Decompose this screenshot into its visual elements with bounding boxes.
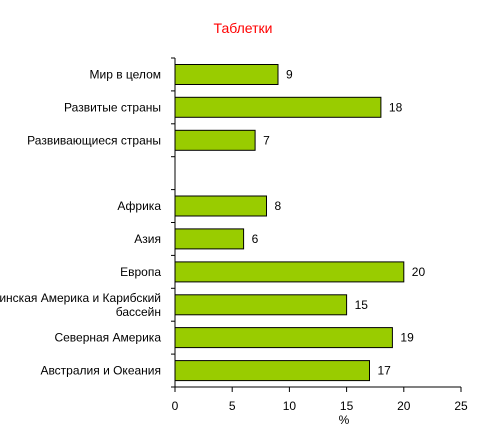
category-label: Развивающиеся страны <box>27 133 161 147</box>
bar <box>174 195 267 217</box>
x-tick-label: 25 <box>454 399 468 413</box>
x-tick-label: 5 <box>229 399 236 413</box>
category-label: Азия <box>134 232 161 246</box>
bar <box>174 360 370 382</box>
bar <box>174 96 382 118</box>
labels-layer: 9 Мир в целом 18 Развитые страны 7 Развивающи… <box>0 68 425 378</box>
category-label: Австралия и Океания <box>40 364 161 378</box>
bar-value-label: 19 <box>400 331 414 345</box>
bar <box>174 64 279 85</box>
x-axis-title: % <box>339 413 350 427</box>
bar-value-label: 18 <box>389 100 403 114</box>
bar <box>174 327 393 349</box>
x-tick-label: 15 <box>340 399 354 413</box>
category-label: Европа <box>120 265 161 279</box>
x-tick-label: 0 <box>172 399 179 413</box>
bar <box>174 261 405 283</box>
category-label: Африка <box>117 199 161 213</box>
category-label: Мир в целом <box>90 68 162 82</box>
x-tick-label: 10 <box>283 399 297 413</box>
bar-value-label: 7 <box>263 133 270 147</box>
category-label: Развитые страны <box>64 100 161 114</box>
bar <box>174 129 256 151</box>
bars-layer <box>174 64 405 382</box>
x-tick-label: 20 <box>397 399 411 413</box>
bar <box>174 294 348 316</box>
bar-value-label: 6 <box>252 232 259 246</box>
chart-title: Таблетки <box>214 20 273 36</box>
bar-value-label: 17 <box>378 364 392 378</box>
bar-value-label: 15 <box>355 298 369 312</box>
bar-value-label: 8 <box>275 199 282 213</box>
bar <box>174 228 245 250</box>
axes-layer: 0 5 10 15 20 25 <box>171 57 468 413</box>
bar-value-label: 20 <box>412 265 426 279</box>
category-label: Северная Америка <box>54 331 161 345</box>
bar-value-label: 9 <box>286 68 293 82</box>
